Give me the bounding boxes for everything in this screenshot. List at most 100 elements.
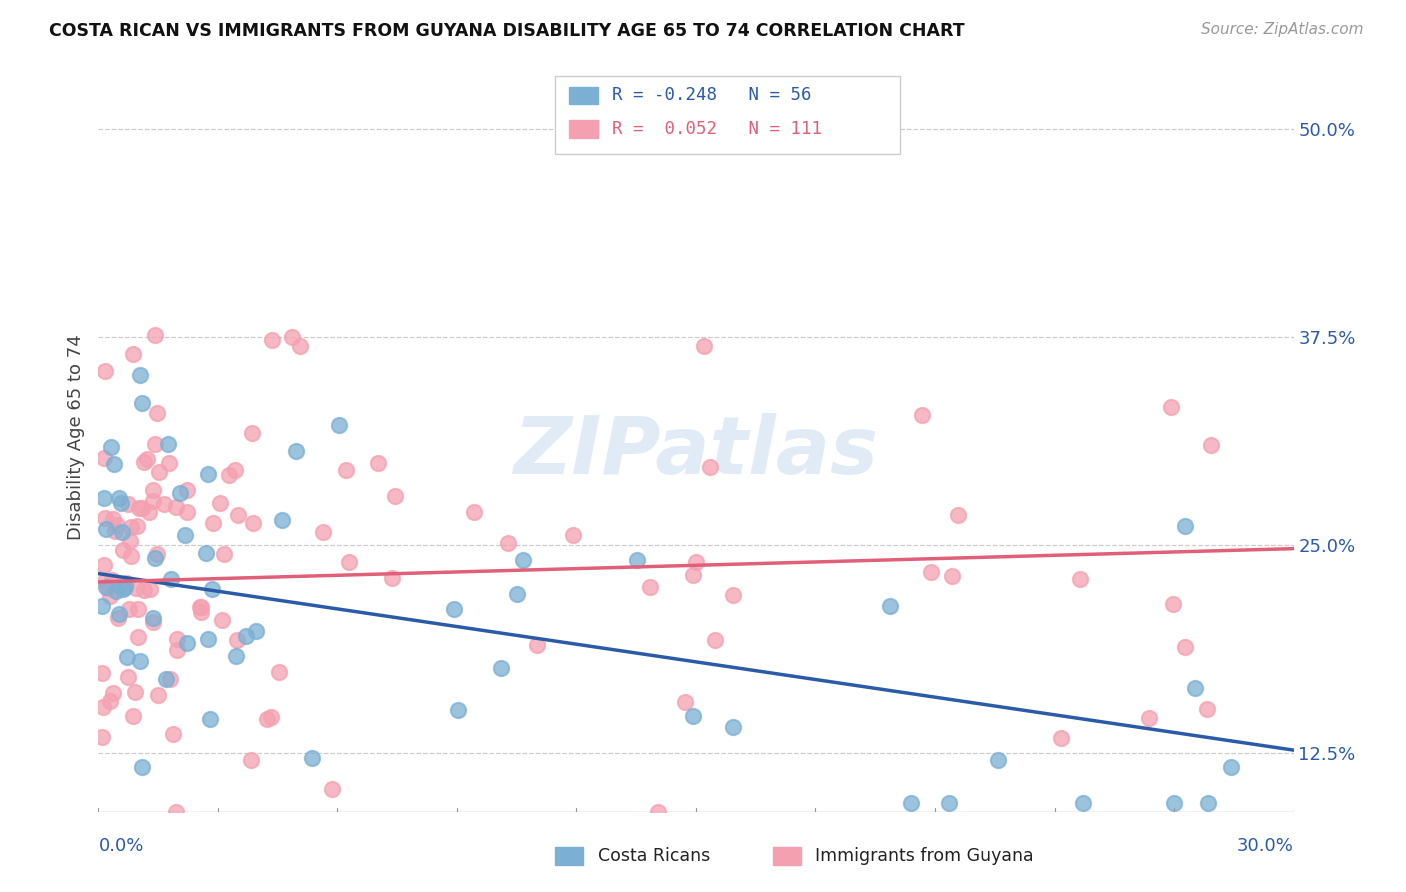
Point	[143, 328, 166, 343]
Point	[682, 567, 704, 582]
Point	[159, 672, 181, 686]
Point	[120, 533, 142, 548]
Point	[920, 565, 942, 579]
Point	[122, 347, 145, 361]
Point	[127, 601, 149, 615]
Point	[103, 576, 125, 591]
Point	[496, 535, 519, 549]
Point	[103, 512, 125, 526]
Point	[938, 797, 960, 811]
Point	[226, 632, 249, 647]
Text: 30.0%: 30.0%	[1237, 837, 1294, 855]
Point	[987, 753, 1010, 767]
Point	[647, 805, 669, 819]
Point	[166, 632, 188, 646]
Point	[1069, 572, 1091, 586]
Text: Source: ZipAtlas.com: Source: ZipAtlas.com	[1201, 22, 1364, 37]
Point	[142, 483, 165, 497]
Point	[107, 607, 129, 622]
Point	[211, 613, 233, 627]
Point	[337, 555, 360, 569]
Point	[131, 760, 153, 774]
Point	[143, 551, 166, 566]
Point	[176, 636, 198, 650]
Point	[380, 571, 402, 585]
Point	[132, 583, 155, 598]
Point	[117, 497, 139, 511]
Point	[218, 467, 240, 482]
Text: R = -0.248   N = 56: R = -0.248 N = 56	[612, 87, 811, 104]
Point	[202, 516, 225, 530]
Point	[142, 611, 165, 625]
Point	[128, 501, 150, 516]
Point	[94, 522, 117, 536]
Point	[169, 485, 191, 500]
Point	[98, 590, 121, 604]
Point	[160, 573, 183, 587]
Point	[284, 443, 307, 458]
Point	[128, 368, 150, 383]
Point	[145, 547, 167, 561]
Point	[111, 524, 134, 539]
Point	[1160, 400, 1182, 414]
Text: COSTA RICAN VS IMMIGRANTS FROM GUYANA DISABILITY AGE 65 TO 74 CORRELATION CHART: COSTA RICAN VS IMMIGRANTS FROM GUYANA DI…	[49, 22, 965, 40]
Point	[512, 553, 534, 567]
Point	[1184, 681, 1206, 696]
Point	[685, 555, 707, 569]
Point	[146, 406, 169, 420]
Point	[112, 542, 135, 557]
Point	[209, 496, 232, 510]
Point	[245, 624, 267, 639]
Point	[194, 546, 217, 560]
Point	[673, 695, 696, 709]
Point	[682, 708, 704, 723]
Point	[262, 333, 284, 347]
Point	[335, 463, 357, 477]
Point	[143, 437, 166, 451]
Point	[114, 576, 136, 591]
Point	[879, 599, 901, 613]
Point	[98, 694, 121, 708]
Point	[271, 513, 294, 527]
Text: ZIPatlas: ZIPatlas	[513, 413, 879, 491]
Point	[142, 493, 165, 508]
Point	[491, 661, 513, 675]
Point	[1197, 702, 1219, 716]
Point	[122, 708, 145, 723]
Point	[120, 519, 142, 533]
Point	[103, 457, 125, 471]
Point	[94, 364, 117, 378]
Point	[506, 587, 529, 601]
Point	[118, 601, 141, 615]
Point	[105, 517, 128, 532]
Point	[105, 584, 128, 599]
Point	[226, 508, 249, 523]
Point	[104, 524, 127, 538]
Point	[125, 581, 148, 595]
Y-axis label: Disability Age 65 to 74: Disability Age 65 to 74	[66, 334, 84, 540]
Point	[212, 547, 235, 561]
Point	[723, 588, 745, 602]
Point	[301, 751, 323, 765]
Point	[188, 599, 211, 614]
Point	[127, 630, 149, 644]
Point	[721, 720, 744, 734]
Point	[561, 528, 583, 542]
Point	[941, 568, 963, 582]
Point	[328, 417, 350, 432]
Point	[288, 339, 311, 353]
Point	[463, 505, 485, 519]
Point	[155, 673, 177, 687]
Point	[526, 639, 548, 653]
Point	[173, 528, 195, 542]
Point	[190, 605, 212, 619]
Point	[384, 489, 406, 503]
Point	[91, 731, 114, 745]
Point	[693, 338, 716, 352]
Point	[242, 516, 264, 530]
Point	[267, 665, 290, 679]
Point	[96, 581, 118, 595]
Point	[120, 549, 142, 563]
Text: R =  0.052   N = 111: R = 0.052 N = 111	[612, 120, 821, 138]
Point	[281, 330, 304, 344]
